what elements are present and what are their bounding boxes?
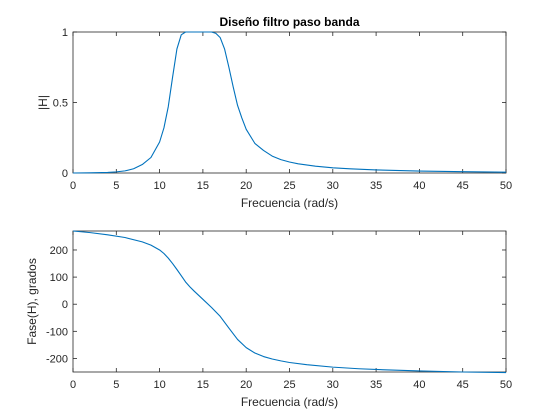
phase-x-tick-label: 30 bbox=[327, 379, 339, 391]
magnitude-x-tick-label: 40 bbox=[413, 180, 425, 192]
phase-x-tick-label: 40 bbox=[413, 379, 425, 391]
chart-title: Diseño filtro paso banda bbox=[219, 15, 359, 29]
phase-y-axis-label: Fase(H), grados bbox=[25, 258, 39, 345]
magnitude-plot-area bbox=[72, 31, 507, 174]
phase-x-axis-label: Frecuencia (rad/s) bbox=[241, 395, 338, 409]
phase-x-tick-label: 35 bbox=[370, 379, 382, 391]
phase-x-tick-label: 15 bbox=[197, 379, 209, 391]
phase-x-tick-label: 45 bbox=[457, 379, 469, 391]
magnitude-y-axis-label: |H| bbox=[36, 95, 50, 110]
magnitude-y-tick-label: 0.5 bbox=[53, 98, 68, 110]
phase-x-tick-label: 20 bbox=[240, 379, 252, 391]
magnitude-x-ticks: 0 5 10 15 20 25 30 35 40 45 50 bbox=[70, 32, 512, 192]
magnitude-y-tick-label: 1 bbox=[62, 27, 68, 39]
magnitude-x-tick-label: 5 bbox=[113, 180, 119, 192]
phase-y-tick-label: 100 bbox=[50, 272, 68, 284]
phase-x-tick-label: 25 bbox=[283, 379, 295, 391]
magnitude-x-tick-label: 25 bbox=[283, 180, 295, 192]
phase-y-tick-label: 0 bbox=[62, 299, 68, 311]
phase-y-ticks: 200 100 0 -100 -200 bbox=[46, 245, 506, 365]
magnitude-x-tick-label: 30 bbox=[327, 180, 339, 192]
phase-series-line bbox=[72, 230, 507, 374]
phase-axes: 0 5 10 15 20 25 30 35 40 45 50 200 100 0 -100 -200 Fre… bbox=[25, 230, 512, 409]
magnitude-x-tick-label: 15 bbox=[197, 180, 209, 192]
phase-x-tick-label: 0 bbox=[70, 379, 76, 391]
phase-x-ticks: 0 5 10 15 20 25 30 35 40 45 50 bbox=[70, 231, 512, 391]
magnitude-x-tick-label: 35 bbox=[370, 180, 382, 192]
phase-x-tick-label: 5 bbox=[113, 379, 119, 391]
magnitude-series-line bbox=[72, 31, 507, 174]
magnitude-x-tick-label: 45 bbox=[457, 180, 469, 192]
phase-y-tick-label: 200 bbox=[50, 245, 68, 257]
phase-x-tick-label: 50 bbox=[500, 379, 512, 391]
magnitude-x-axis-label: Frecuencia (rad/s) bbox=[241, 196, 338, 210]
magnitude-x-tick-label: 10 bbox=[153, 180, 165, 192]
magnitude-x-tick-label: 0 bbox=[70, 180, 76, 192]
magnitude-y-tick-label: 0 bbox=[62, 168, 68, 180]
magnitude-axes: 0 5 10 15 20 25 30 35 40 45 50 0 0.5 1 Diseño filtro… bbox=[36, 15, 512, 210]
magnitude-x-tick-label: 20 bbox=[240, 180, 252, 192]
phase-plot-area bbox=[72, 230, 507, 373]
magnitude-x-tick-label: 50 bbox=[500, 180, 512, 192]
phase-x-tick-label: 10 bbox=[153, 379, 165, 391]
phase-y-tick-label: -200 bbox=[46, 353, 68, 365]
phase-y-tick-label: -100 bbox=[46, 326, 68, 338]
